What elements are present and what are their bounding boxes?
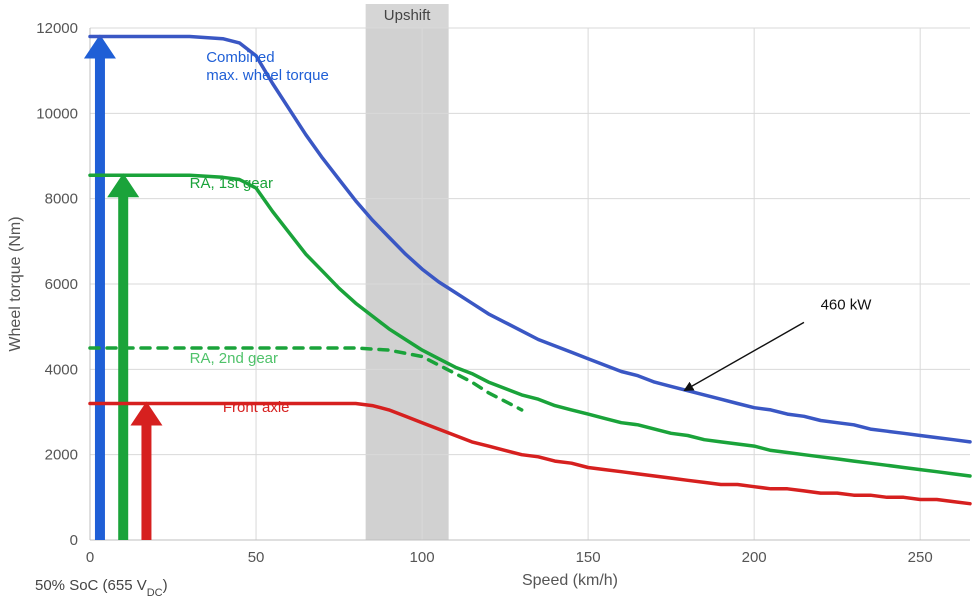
y-tick: 2000 (45, 447, 78, 464)
x-tick: 50 (248, 549, 265, 566)
y-tick: 4000 (45, 361, 78, 378)
chart-svg: Upshift 0 50 100 150 200 250 0 2000 4000 6000 8000 1… (0, 0, 975, 601)
y-tick: 10000 (36, 105, 78, 122)
x-tick: 150 (576, 549, 601, 566)
y-tick: 6000 (45, 276, 78, 293)
y-tick: 0 (70, 532, 78, 549)
x-axis-label: Speed (km/h) (522, 572, 618, 589)
x-tick: 0 (86, 549, 94, 566)
series-label-ra_1st: RA, 1st gear (190, 175, 273, 192)
y-tick: 8000 (45, 191, 78, 208)
upshift-label: Upshift (384, 7, 432, 24)
x-tick: 100 (410, 549, 435, 566)
y-axis-label: Wheel torque (Nm) (7, 216, 24, 351)
torque-speed-chart: Upshift 0 50 100 150 200 250 0 2000 4000 6000 8000 1… (0, 0, 975, 601)
series-label-ra_2nd: RA, 2nd gear (190, 350, 278, 367)
x-tick: 200 (742, 549, 767, 566)
x-tick: 250 (908, 549, 933, 566)
power-annotation-text: 460 kW (821, 297, 873, 314)
series-label-front_axle: Front axle (223, 399, 290, 416)
y-tick: 12000 (36, 20, 78, 37)
